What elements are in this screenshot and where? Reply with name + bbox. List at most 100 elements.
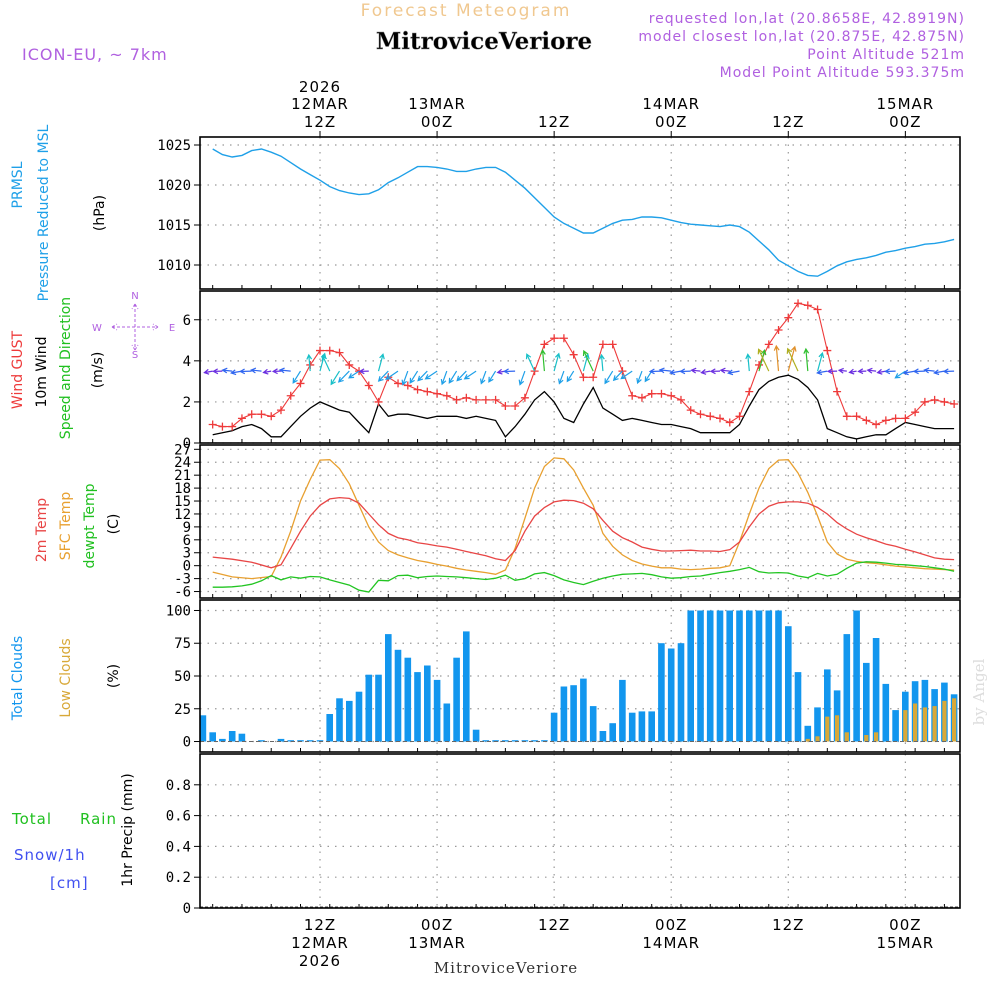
model-name: ICON-EU, ~ 7km	[22, 45, 168, 64]
wind-direction-arrow	[401, 370, 409, 386]
gust-marker	[676, 395, 685, 404]
wind-direction-arrow	[525, 353, 536, 372]
wind-direction-arrow	[933, 369, 945, 376]
precip-ytick-label: 0.6	[166, 809, 191, 825]
gust-marker	[579, 373, 588, 382]
total-cloud-bar	[872, 638, 880, 742]
gust-marker	[433, 389, 442, 398]
precip-snow-label: Snow/1h	[14, 846, 86, 864]
clouds-ytick-label: 25	[174, 702, 191, 718]
low-cloud-bar	[825, 716, 830, 742]
total-cloud-bar	[453, 657, 460, 742]
total-cloud-bar	[316, 740, 324, 742]
compass-arrows	[111, 303, 159, 351]
wind-direction-arrow	[377, 353, 385, 372]
gust-marker	[247, 410, 256, 419]
total-cloud-bar	[687, 610, 694, 742]
total-cloud-bar	[355, 691, 363, 742]
total-cloud-bar	[209, 732, 216, 742]
precip-frame	[199, 753, 961, 909]
low-cloud-bar	[835, 715, 840, 742]
clouds-panel: 0 25 50 75 100	[166, 600, 960, 752]
gust-marker	[550, 334, 559, 343]
wind-10m-label: 10m Wind	[34, 336, 50, 407]
temp-dewpt-label: dewpt Temp	[82, 483, 98, 568]
gust-marker	[872, 420, 881, 429]
wind-direction-arrow	[540, 348, 546, 372]
wind-direction-arrow	[826, 368, 838, 375]
wind-direction-arrow	[923, 367, 935, 374]
gust-marker	[774, 326, 783, 335]
wind-direction-arrow	[203, 368, 213, 375]
wind-direction-arrow	[816, 369, 828, 376]
compass-n: N	[131, 291, 138, 302]
bottom-hour-label: 12Z	[772, 916, 804, 934]
requested-coords: requested lon,lat (20.8658E, 42.8919N)	[649, 11, 965, 27]
gust-marker	[276, 406, 285, 415]
gust-marker	[462, 393, 471, 402]
temp-sfc-label: SFC Temp	[58, 492, 74, 561]
wind-panel: 0 2 4 6	[183, 291, 960, 452]
top-date-label: 15MAR	[877, 95, 935, 113]
total-cloud-bar	[755, 610, 763, 742]
total-cloud-bar	[736, 610, 743, 742]
total-cloud-bar	[794, 672, 802, 742]
temperature-ytick-label: 12	[174, 507, 191, 523]
total-cloud-bar	[765, 610, 773, 742]
low-cloud-bar	[922, 707, 927, 742]
footer-location: MitroviceVeriore	[434, 959, 578, 977]
top-hour-label: 12Z	[772, 113, 804, 131]
wind-direction-arrow	[377, 370, 389, 382]
gust-marker	[403, 381, 412, 390]
temp-dewpt-line	[212, 561, 955, 593]
temp-2m-label: 2m Temp	[34, 498, 50, 562]
top-date-label: 14MAR	[642, 95, 700, 113]
wind-direction-arrow	[271, 368, 282, 375]
total-cloud-bar	[463, 631, 470, 742]
temperature-ytick-label: 27	[174, 442, 191, 458]
total-cloud-bar	[609, 723, 616, 742]
gust-marker	[218, 422, 227, 431]
gust-marker	[569, 350, 578, 359]
wind-direction-arrow	[669, 369, 682, 376]
total-cloud-bar	[199, 715, 207, 742]
gust-marker	[296, 379, 305, 388]
bottom-hour-label: 12Z	[304, 916, 336, 934]
wind-direction-arrow	[620, 370, 633, 380]
gust-marker	[286, 391, 295, 400]
bottom-date-label: 13MAR	[408, 934, 466, 952]
clouds-ytick-label: 75	[174, 636, 191, 652]
temp-unit: (C)	[106, 514, 122, 535]
total-cloud-bar	[804, 725, 812, 742]
total-cloud-bar	[219, 738, 226, 742]
total-cloud-bar	[365, 674, 373, 742]
clouds-ytick-label: 50	[174, 669, 191, 685]
total-cloud-bar	[785, 626, 792, 742]
low-cloud-bar	[952, 698, 957, 742]
pressure-frame	[199, 136, 961, 290]
clouds-low-label: Low Clouds	[58, 638, 74, 717]
low-cloud-bar	[805, 738, 810, 742]
bottom-hour-label: 12Z	[538, 916, 570, 934]
wind-direction-arrow	[700, 369, 711, 375]
top-date-label: 12MAR	[291, 95, 349, 113]
temp-sfc-line	[212, 457, 955, 580]
precip-ytick-label: 0.2	[166, 870, 191, 886]
wind-direction-arrow	[417, 370, 428, 382]
precip-ytick-label: 0.8	[166, 778, 191, 794]
wind-direction-arrow	[857, 368, 867, 375]
wind-ytick-label: 4	[183, 354, 191, 370]
temperature-ytick-label: 9	[183, 520, 191, 536]
total-cloud-bar	[619, 679, 626, 742]
gust-marker	[481, 395, 490, 404]
total-cloud-bar	[824, 669, 831, 742]
low-cloud-bar	[864, 735, 869, 742]
wind-direction-arrow	[582, 349, 594, 372]
gust-marker	[442, 391, 451, 400]
temperature-frame	[199, 444, 961, 599]
wind-direction-arrow	[658, 367, 672, 374]
gust-marker	[813, 305, 822, 314]
bottom-year-label: 2026	[299, 952, 341, 970]
wind-direction-arrow	[727, 369, 740, 376]
top-hour-label: 12Z	[304, 113, 336, 131]
